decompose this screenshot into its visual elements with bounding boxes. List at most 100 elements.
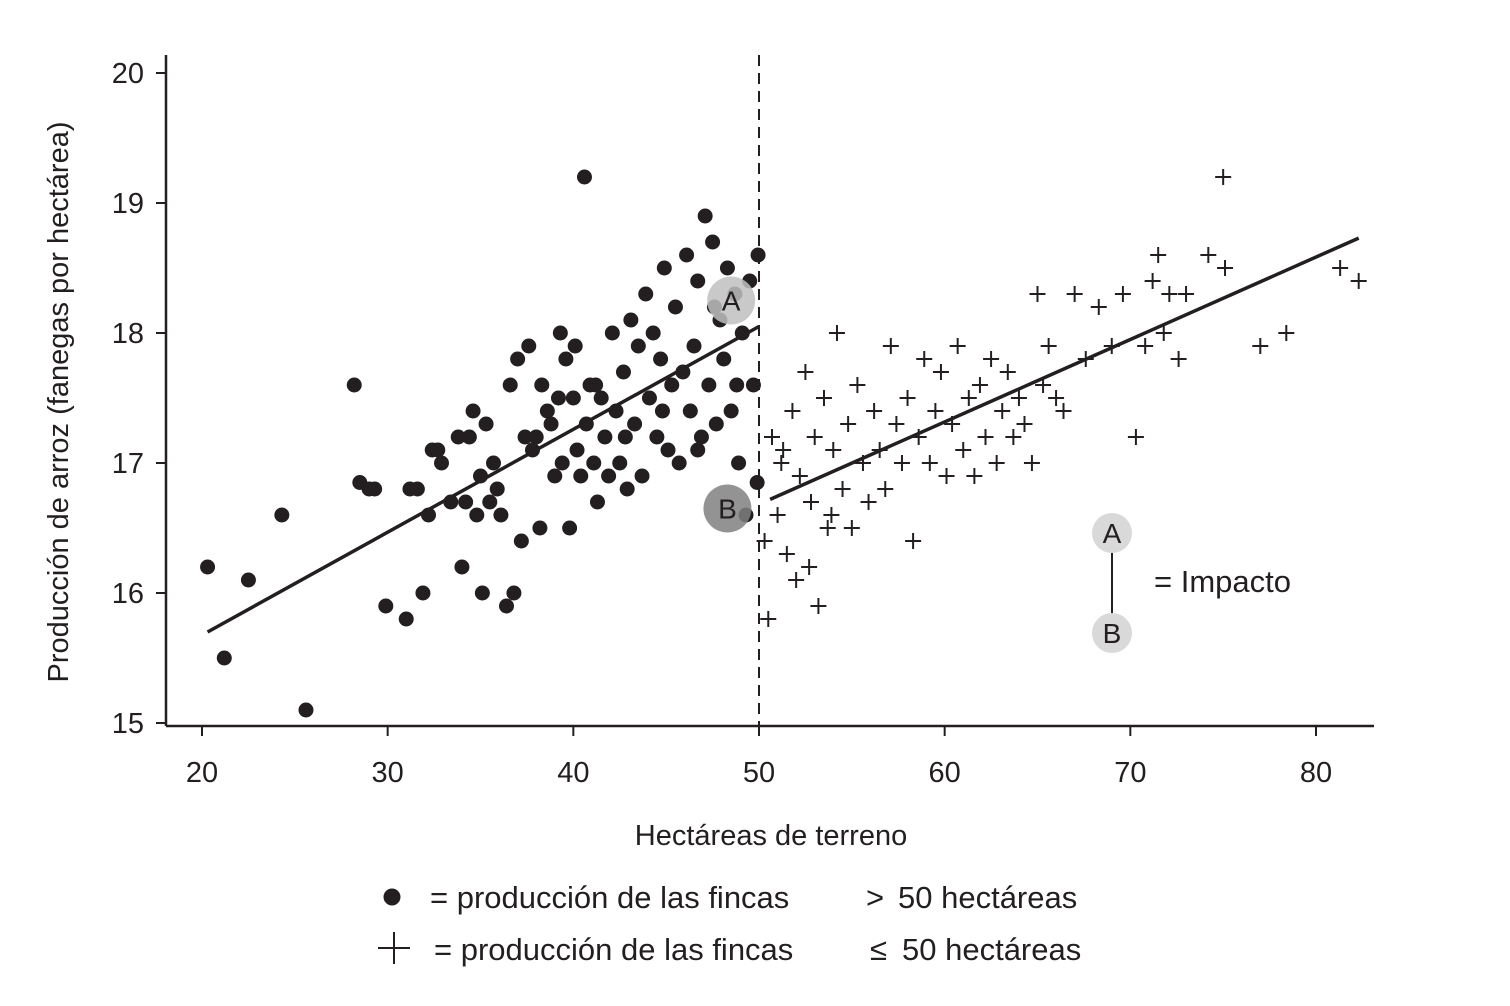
data-point-plus	[1137, 338, 1154, 354]
data-point-plus	[899, 390, 916, 406]
data-point-dot	[638, 286, 654, 302]
data-point-plus	[1170, 351, 1187, 367]
data-point-dot	[550, 390, 566, 406]
data-point-dot	[378, 598, 394, 614]
data-point-dot	[630, 338, 646, 354]
marker-a-label: A	[722, 286, 741, 317]
data-point-plus	[1150, 247, 1167, 263]
y-tick-label: 20	[112, 58, 144, 90]
data-point-plus	[788, 572, 805, 588]
marker-b-label: B	[718, 494, 737, 525]
data-point-plus	[810, 598, 827, 614]
data-point-dot	[461, 429, 477, 445]
data-point-dot	[562, 520, 578, 536]
data-point-dot	[619, 481, 635, 497]
data-point-plus	[1040, 338, 1057, 354]
data-point-plus	[1010, 390, 1027, 406]
impact-markers: AB	[703, 276, 756, 533]
data-point-dot	[679, 247, 695, 263]
data-point-plus	[840, 416, 857, 432]
data-point-dot	[627, 416, 643, 432]
data-point-plus	[1029, 286, 1046, 302]
data-point-dot	[612, 455, 628, 471]
data-point-plus	[938, 468, 955, 484]
impact-legend-b-label: B	[1103, 618, 1122, 649]
data-point-dot	[450, 429, 466, 445]
data-point-plus	[778, 546, 795, 562]
data-point-plus	[1200, 247, 1217, 263]
data-point-plus	[769, 507, 786, 523]
data-point-plus	[819, 520, 836, 536]
data-point-dot	[705, 234, 721, 250]
data-point-dot	[593, 390, 609, 406]
x-tick-label: 40	[557, 757, 589, 789]
data-point-dot	[686, 338, 702, 354]
data-point-plus	[955, 442, 972, 458]
y-tick-label: 19	[112, 188, 144, 220]
data-point-dot	[649, 429, 665, 445]
data-point-dot	[547, 468, 563, 484]
data-point-dot	[731, 455, 747, 471]
data-point-plus	[877, 481, 894, 497]
data-point-plus	[1155, 325, 1172, 341]
series-legend: = producción de las fincas > 50 hectárea…	[378, 880, 1081, 967]
y-tick-label: 15	[112, 708, 144, 740]
data-point-dot	[567, 338, 583, 354]
data-point-dot	[367, 481, 383, 497]
data-point-dot	[623, 312, 639, 328]
data-point-plus	[1278, 325, 1295, 341]
data-point-dot	[667, 299, 683, 315]
data-point-plus	[784, 403, 801, 419]
data-point-dot	[750, 247, 766, 263]
data-point-dot	[586, 455, 602, 471]
data-point-dot	[521, 338, 537, 354]
data-point-plus	[1005, 429, 1022, 445]
data-point-dot	[298, 702, 314, 718]
data-point-dot	[745, 377, 761, 393]
data-point-dot	[398, 611, 414, 627]
data-point-dot	[534, 377, 550, 393]
data-point-plus	[1161, 286, 1178, 302]
data-point-plus	[843, 520, 860, 536]
data-point-dot	[502, 377, 518, 393]
data-point-dot	[539, 403, 555, 419]
data-point-plus	[1090, 299, 1107, 315]
impact-legend-a-circle	[1092, 513, 1132, 553]
data-point-dot	[482, 494, 498, 510]
y-tick-label: 17	[112, 448, 144, 480]
data-point-plus	[949, 338, 966, 354]
data-point-dot	[274, 507, 290, 523]
data-point-dot	[458, 494, 474, 510]
data-point-dot	[604, 325, 620, 341]
data-point-plus	[791, 468, 808, 484]
data-point-dot	[513, 533, 529, 549]
data-point-plus	[866, 403, 883, 419]
x-axis-label: Hectáreas de terreno	[635, 820, 907, 852]
data-point-dot	[474, 585, 490, 601]
data-point-dot	[671, 455, 687, 471]
data-point-dot	[697, 208, 713, 224]
data-point-dot	[200, 559, 216, 575]
y-axis-ticks: 15 16 17 18 19 20	[112, 58, 166, 740]
impact-legend-text: = Impacto	[1154, 564, 1291, 599]
data-point-plus	[1178, 286, 1195, 302]
data-points	[200, 169, 1367, 718]
data-point-dot	[469, 507, 485, 523]
legend-dot-prefix: = producción de las fincas	[430, 880, 789, 915]
data-point-dot	[565, 390, 581, 406]
data-point-plus	[825, 442, 842, 458]
data-point-plus	[999, 364, 1016, 380]
data-point-dot	[415, 585, 431, 601]
data-point-dot	[719, 260, 735, 276]
data-point-plus	[916, 351, 933, 367]
legend-plus-prefix: = producción de las fincas	[434, 932, 793, 967]
data-point-dot	[434, 455, 450, 471]
data-point-plus	[1217, 260, 1234, 276]
data-point-dot	[543, 416, 559, 432]
data-point-plus	[966, 468, 983, 484]
y-axis-label: Producción de arroz (fanegas por hectáre…	[43, 122, 75, 683]
data-point-dot	[597, 429, 613, 445]
data-point-plus	[983, 351, 1000, 367]
data-point-dot	[615, 364, 631, 380]
